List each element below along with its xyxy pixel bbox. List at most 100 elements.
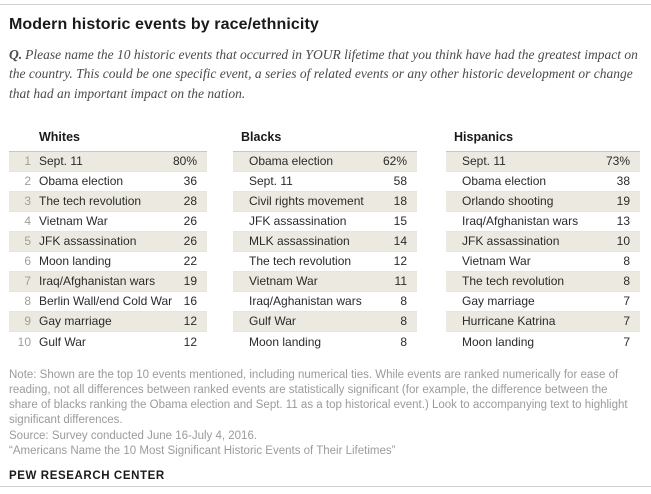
event-value: 8: [623, 274, 630, 289]
event-rank: 8: [24, 294, 31, 309]
table-column-hispanics: Hispanics Sept. 11 73% Obama election 38 Orl…: [446, 130, 640, 352]
table-column-whites: Whites 1 Sept. 11 80% 2 Obama election 36 3 The…: [9, 130, 207, 352]
event-value: 7: [623, 314, 630, 329]
table-row: 10 Gulf War 12: [9, 332, 207, 352]
event-value: 16: [183, 294, 197, 309]
event-label: Moon landing: [39, 254, 112, 269]
footnote-block: Note: Shown are the top 10 events mentio…: [9, 368, 639, 459]
event-value: 28: [183, 194, 197, 209]
event-label: The tech revolution: [462, 274, 565, 289]
table-row: Obama election 38: [446, 172, 640, 192]
table-row: Vietnam War 11: [233, 271, 417, 292]
event-label: Gay marriage: [462, 294, 535, 309]
event-label: Iraq/Aghanistan wars: [249, 294, 362, 309]
event-rank: 9: [24, 314, 31, 329]
event-value: 73%: [605, 154, 630, 169]
table-row: 9 Gay marriage 12: [9, 311, 207, 332]
event-value: 18: [393, 194, 407, 209]
event-rank: 5: [24, 234, 31, 249]
event-label: Iraq/Afghanistan wars: [39, 274, 156, 289]
table-row: JFK assassination 10: [446, 231, 640, 252]
event-label: The tech revolution: [39, 194, 142, 209]
event-rank: 10: [17, 334, 31, 349]
event-value: 26: [183, 234, 197, 249]
event-value: 19: [183, 274, 197, 289]
event-value: 8: [400, 314, 407, 329]
group-header-blacks: Blacks: [241, 129, 282, 144]
event-rank: 6: [24, 254, 31, 269]
event-value: 12: [183, 334, 197, 349]
event-value: 38: [616, 174, 630, 189]
table-row: 3 The tech revolution 28: [9, 191, 207, 212]
event-label: Hurricane Katrina: [462, 314, 556, 329]
report-title: “Americans Name the 10 Most Significant …: [9, 444, 396, 457]
group-header-hispanics: Hispanics: [454, 129, 514, 144]
table-row: Moon landing 8: [233, 332, 417, 352]
event-label: Sept. 11: [39, 154, 83, 169]
table-row: 5 JFK assassination 26: [9, 231, 207, 252]
table-row: Moon landing 7: [446, 332, 640, 352]
top-divider: [0, 4, 651, 5]
survey-question: Q. Please name the 10 historic events tha…: [9, 45, 645, 103]
event-label: Vietnam War: [39, 214, 108, 229]
bottom-divider: [0, 486, 651, 487]
event-value: 80%: [172, 154, 197, 169]
question-text: Please name the 10 historic events that …: [9, 47, 638, 101]
table-rows-blacks: Obama election 62% Sept. 11 58 Civil rights …: [233, 150, 417, 352]
event-value: 12: [393, 254, 407, 269]
table-column-blacks: Blacks Obama election 62% Sept. 11 58 Civil …: [233, 130, 417, 352]
page-title: Modern historic events by race/ethnicity: [9, 16, 319, 33]
event-value: 15: [393, 214, 407, 229]
table-rows-whites: 1 Sept. 11 80% 2 Obama election 36 3 The tech r…: [9, 150, 207, 352]
event-value: 8: [623, 254, 630, 269]
event-rank: 3: [24, 194, 31, 209]
event-rank: 7: [24, 274, 31, 289]
table-row: 7 Iraq/Afghanistan wars 19: [9, 271, 207, 292]
event-value: 8: [400, 294, 407, 309]
ranked-tables: Whites 1 Sept. 11 80% 2 Obama election 36 3 The…: [9, 130, 642, 352]
event-label: Moon landing: [249, 334, 322, 349]
event-label: The tech revolution: [249, 254, 352, 269]
brand-wordmark: PEW RESEARCH CENTER: [9, 469, 165, 482]
event-value: 36: [183, 174, 197, 189]
event-label: Vietnam War: [462, 254, 531, 269]
event-value: 22: [183, 254, 197, 269]
table-row: MLK assassination 14: [233, 231, 417, 252]
event-label: Civil rights movement: [249, 194, 364, 209]
event-label: Sept. 11: [249, 174, 293, 189]
event-label: Orlando shooting: [462, 194, 554, 209]
event-label: Gay marriage: [39, 314, 112, 329]
group-header-whites: Whites: [39, 129, 80, 144]
table-row: Iraq/Aghanistan wars 8: [233, 292, 417, 312]
table-row: JFK assassination 15: [233, 212, 417, 232]
event-label: Iraq/Afghanistan wars: [462, 214, 579, 229]
event-value: 7: [623, 294, 630, 309]
event-rank: 1: [24, 154, 31, 169]
table-row: Civil rights movement 18: [233, 191, 417, 212]
event-value: 7: [623, 334, 630, 349]
event-value: 8: [400, 334, 407, 349]
event-label: Obama election: [249, 154, 334, 169]
event-rank: 2: [24, 174, 31, 189]
event-label: Sept. 11: [462, 154, 506, 169]
table-row: Gulf War 8: [233, 311, 417, 332]
event-label: Vietnam War: [249, 274, 318, 289]
event-value: 11: [394, 274, 407, 289]
event-value: 62%: [382, 154, 407, 169]
event-rank: 4: [24, 214, 31, 229]
note-text: Note: Shown are the top 10 events mentio…: [9, 368, 628, 427]
table-row: 6 Moon landing 22: [9, 252, 207, 272]
event-label: JFK assassination: [39, 234, 137, 249]
event-label: Gulf War: [249, 314, 296, 329]
table-row: Gay marriage 7: [446, 292, 640, 312]
event-label: Gulf War: [39, 334, 86, 349]
event-value: 14: [393, 234, 407, 249]
table-row: Orlando shooting 19: [446, 191, 640, 212]
table-row: Iraq/Afghanistan wars 13: [446, 212, 640, 232]
event-label: Moon landing: [462, 334, 535, 349]
source-text: Source: Survey conducted June 16-July 4,…: [9, 429, 258, 442]
event-label: JFK assassination: [249, 214, 347, 229]
table-row: 1 Sept. 11 80%: [9, 151, 207, 172]
table-row: Vietnam War 8: [446, 252, 640, 272]
table-row: Sept. 11 58: [233, 172, 417, 192]
